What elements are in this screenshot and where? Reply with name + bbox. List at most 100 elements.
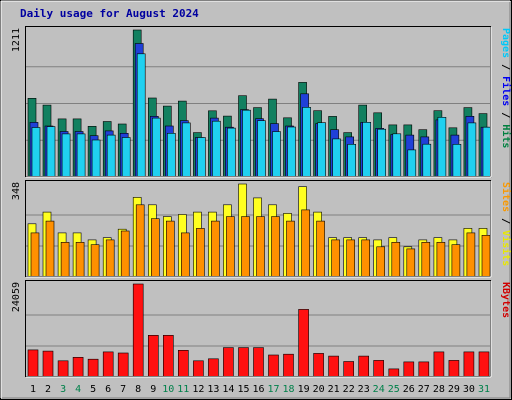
bar-kbytes-day-12 (193, 360, 204, 378)
bar-sites-day-11 (181, 232, 190, 278)
day-label-7: 7 (120, 384, 126, 395)
bar-kbytes-day-2 (42, 350, 54, 378)
bar-sites-day-9 (151, 218, 160, 278)
bar-kbytes-day-13 (208, 358, 219, 378)
bar-kbytes-day-23 (358, 355, 370, 378)
legend-part-0: Sites (500, 182, 512, 212)
bar-sites-day-14 (226, 216, 235, 278)
bar-pages-day-1 (31, 127, 41, 178)
legend-part-4: Hits (500, 124, 512, 148)
legend-part-2: Files (500, 76, 512, 106)
bar-pages-day-21 (332, 138, 341, 178)
bar-pages-day-29 (452, 144, 462, 178)
bar-kbytes-day-10 (163, 334, 174, 378)
bar-pages-day-8 (136, 53, 146, 178)
day-label-27: 27 (418, 384, 430, 395)
day-label-12: 12 (192, 384, 204, 395)
bar-sites-day-12 (196, 228, 205, 278)
day-label-5: 5 (90, 384, 96, 395)
day-label-22: 22 (343, 384, 355, 395)
day-label-20: 20 (313, 384, 325, 395)
bar-pages-day-20 (317, 122, 326, 178)
day-label-9: 9 (150, 384, 156, 395)
bar-pages-day-23 (362, 122, 372, 178)
panel-hits-files-pages: 1211 Pages / Files / Hits (11, 26, 512, 178)
bar-pages-day-7 (121, 137, 131, 178)
day-label-31: 31 (478, 384, 490, 395)
legend-part-0: Pages (500, 28, 511, 58)
bar-kbytes-day-1 (27, 349, 39, 378)
day-label-14: 14 (222, 384, 234, 395)
bar-kbytes-day-17 (268, 354, 279, 378)
day-label-29: 29 (448, 384, 460, 395)
bar-kbytes-day-18 (283, 353, 294, 378)
bar-kbytes-day-20 (313, 353, 324, 378)
day-label-17: 17 (267, 384, 279, 395)
bar-kbytes-day-22 (343, 361, 355, 378)
bar-sites-day-16 (256, 216, 265, 278)
bar-kbytes-day-5 (87, 358, 99, 378)
bar-pages-day-18 (287, 126, 296, 178)
bar-sites-day-26 (406, 248, 416, 278)
day-label-6: 6 (105, 384, 111, 395)
bar-sites-day-7 (120, 230, 130, 278)
bar-pages-day-22 (347, 144, 357, 178)
bar-sites-day-24 (376, 246, 386, 278)
bar-pages-day-30 (467, 122, 477, 178)
bar-pages-day-15 (242, 109, 251, 178)
bar-pages-day-26 (407, 149, 417, 178)
bar-kbytes-day-7 (117, 352, 129, 378)
day-label-3: 3 (60, 384, 66, 395)
legend-part-3: / (500, 106, 511, 124)
bar-sites-day-25 (391, 242, 401, 278)
bar-pages-day-6 (106, 134, 116, 178)
bar-sites-day-1 (30, 232, 40, 278)
day-label-28: 28 (433, 384, 445, 395)
bar-pages-day-25 (392, 133, 402, 178)
bar-sites-day-8 (135, 204, 145, 278)
bar-sites-day-21 (331, 239, 340, 278)
bar-kbytes-day-26 (403, 361, 415, 378)
bar-kbytes-day-19 (298, 309, 309, 378)
bar-sites-day-19 (301, 209, 310, 278)
bar-sites-day-23 (361, 239, 371, 278)
day-label-13: 13 (207, 384, 219, 395)
chart-title: Daily usage for August 2024 (20, 7, 199, 20)
bar-sites-day-20 (316, 220, 325, 278)
bar-sites-day-13 (211, 220, 220, 278)
legend-visits-sites: Sites / Visits (500, 182, 512, 266)
day-label-2: 2 (45, 384, 51, 395)
day-label-8: 8 (135, 384, 141, 395)
bar-kbytes-day-21 (328, 355, 339, 378)
bar-sites-day-2 (45, 220, 55, 278)
bar-pages-day-14 (227, 127, 236, 178)
bar-kbytes-day-14 (223, 347, 234, 378)
day-label-25: 25 (388, 384, 400, 395)
bar-sites-day-18 (286, 220, 295, 278)
y-max-label-hits-files-pages: 1211 (11, 28, 22, 52)
bar-pages-day-10 (167, 133, 176, 178)
bar-pages-day-24 (377, 128, 387, 178)
bar-pages-day-28 (437, 117, 447, 178)
day-label-1: 1 (30, 384, 36, 395)
bar-sites-day-17 (271, 216, 280, 278)
legend-part-2: Visits (500, 230, 512, 266)
bar-pages-day-19 (302, 107, 311, 178)
bar-sites-day-30 (466, 232, 476, 278)
bar-pages-day-5 (91, 139, 101, 178)
bar-kbytes-day-29 (448, 360, 460, 378)
bar-pages-day-17 (272, 131, 281, 178)
bar-sites-day-10 (166, 220, 175, 278)
bar-kbytes-day-8 (132, 283, 144, 378)
bar-pages-day-3 (61, 133, 71, 178)
bar-pages-day-31 (482, 126, 492, 178)
day-label-10: 10 (162, 384, 174, 395)
bar-pages-day-11 (182, 122, 191, 178)
bar-sites-day-28 (436, 242, 446, 278)
day-label-18: 18 (282, 384, 294, 395)
bar-kbytes-day-3 (57, 360, 69, 378)
bar-sites-day-15 (241, 216, 250, 278)
bar-sites-day-22 (346, 239, 356, 278)
day-label-23: 23 (358, 384, 370, 395)
